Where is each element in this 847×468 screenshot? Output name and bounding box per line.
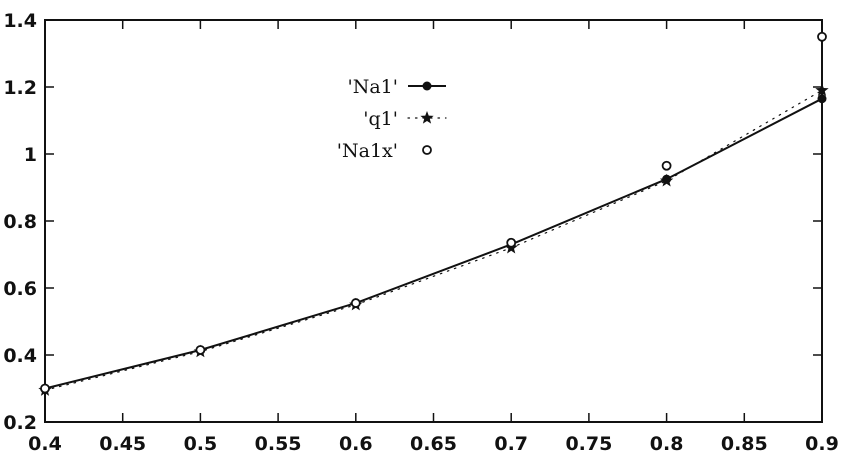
x-tick-label: 0.4 xyxy=(28,433,62,455)
y-tick-label: 1 xyxy=(24,144,37,166)
legend-sample-na1-marker xyxy=(422,81,432,91)
legend-sample-q1-marker xyxy=(420,111,434,124)
x-tick-label: 0.8 xyxy=(650,433,684,455)
y-tick-label: 1.2 xyxy=(3,77,37,99)
x-tick-label: 0.55 xyxy=(255,433,302,455)
series-na1-point xyxy=(817,94,827,104)
x-tick-label: 0.85 xyxy=(721,433,768,455)
series-na1x-point xyxy=(350,298,361,308)
x-tick-label: 0.9 xyxy=(805,433,839,455)
x-tick-label: 0.7 xyxy=(494,433,528,455)
legend-label-na1: 'Na1' xyxy=(348,76,399,98)
series-na1x-point xyxy=(506,237,517,248)
series-na1x-point xyxy=(40,383,50,394)
series-na1x-point xyxy=(661,160,672,171)
legend-label-q1: 'q1' xyxy=(363,108,398,130)
x-tick-label: 0.75 xyxy=(565,433,612,455)
axis-ticks: 0.4 0.45 0.5 0.55 0.6 0.65 0.7 0.75 0.8 0.85 0.9 0.… xyxy=(3,10,839,455)
y-tick-label: 0.8 xyxy=(3,211,37,233)
y-tick-label: 0.4 xyxy=(3,345,37,367)
series-q1-line xyxy=(44,89,823,391)
series-na1-line xyxy=(44,97,823,390)
x-tick-label: 0.5 xyxy=(184,433,218,455)
legend: 'Na1' 'q1' 'Na1x' xyxy=(337,76,447,162)
legend-sample-na1x-marker xyxy=(422,145,432,155)
y-tick-label: 1.4 xyxy=(3,10,37,32)
x-tick-label: 0.65 xyxy=(410,433,457,455)
x-tick-label: 0.6 xyxy=(339,433,373,455)
series-q1-point xyxy=(659,173,674,187)
x-tick-label: 0.45 xyxy=(99,433,146,455)
legend-label-na1x: 'Na1x' xyxy=(337,140,398,162)
series-q1-point xyxy=(815,83,829,97)
y-tick-label: 0.2 xyxy=(3,412,37,434)
series-na1x-point xyxy=(195,345,206,355)
y-tick-label: 0.6 xyxy=(3,278,37,300)
series-group xyxy=(38,31,829,396)
series-na1x-point xyxy=(817,31,827,42)
